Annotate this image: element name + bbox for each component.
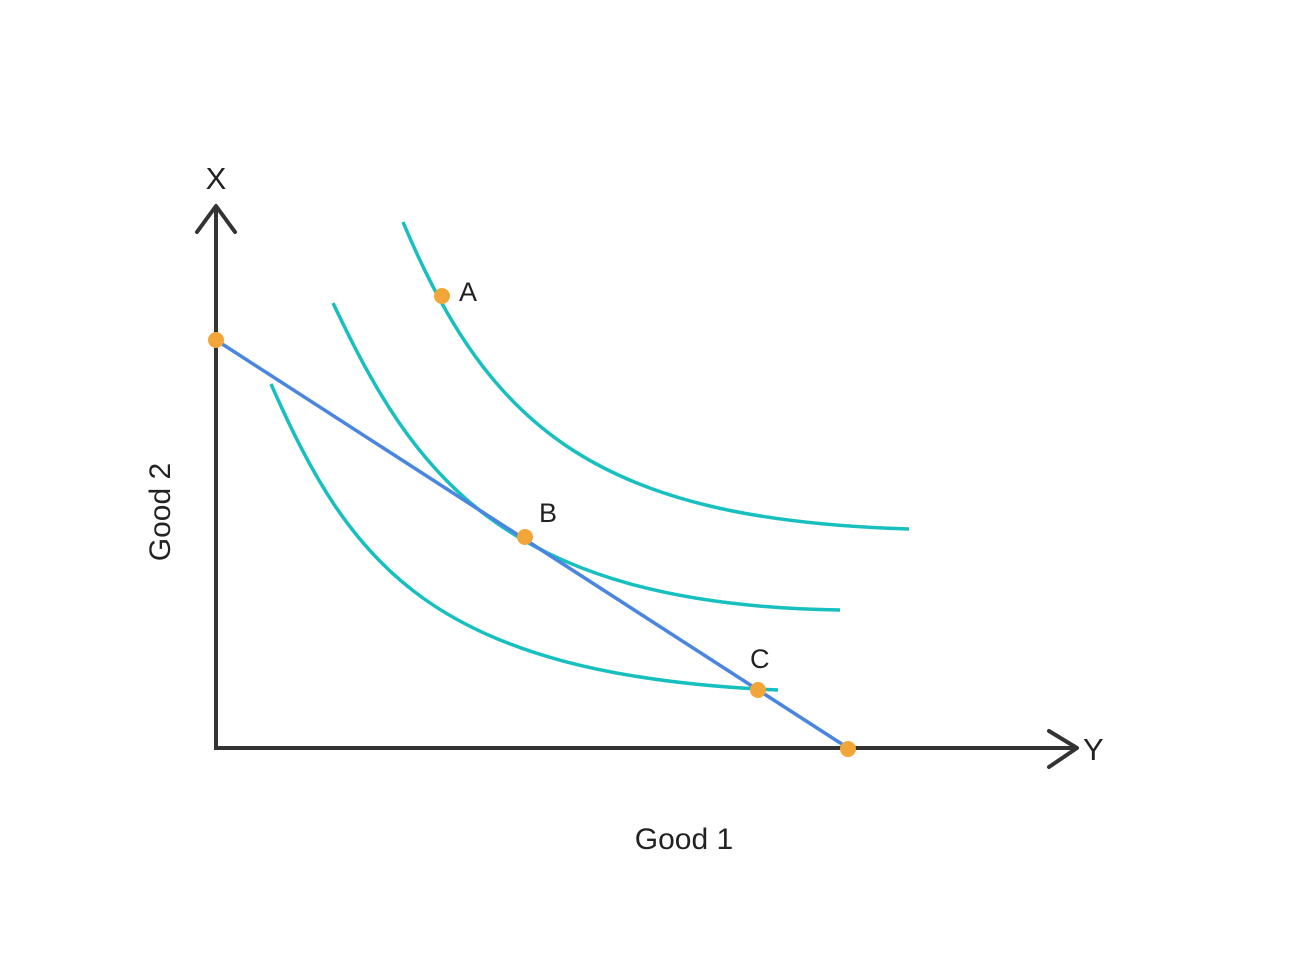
x-axis-arrow-label: Y xyxy=(1083,732,1104,767)
point-c-label: C xyxy=(750,644,770,674)
point-b-label: B xyxy=(539,498,557,528)
y-axis-arrow-label: X xyxy=(206,161,227,196)
x-axis-title: Good 1 xyxy=(635,823,733,856)
y-axis-title: Good 2 xyxy=(144,463,177,561)
budget-line xyxy=(215,338,849,750)
point-c xyxy=(750,682,766,698)
point-a-label: A xyxy=(459,277,477,307)
x-axis-arrowhead xyxy=(1047,729,1079,769)
y-axis-arrowhead xyxy=(195,204,237,234)
point-a xyxy=(434,288,450,304)
indifference-curve-high xyxy=(401,221,910,531)
indifference-curve-middle xyxy=(331,302,841,612)
budget-line-y-intercept-point xyxy=(208,332,224,348)
point-b xyxy=(517,529,533,545)
indifference-curve-low xyxy=(269,383,779,692)
budget-line-x-intercept-point xyxy=(840,741,856,757)
